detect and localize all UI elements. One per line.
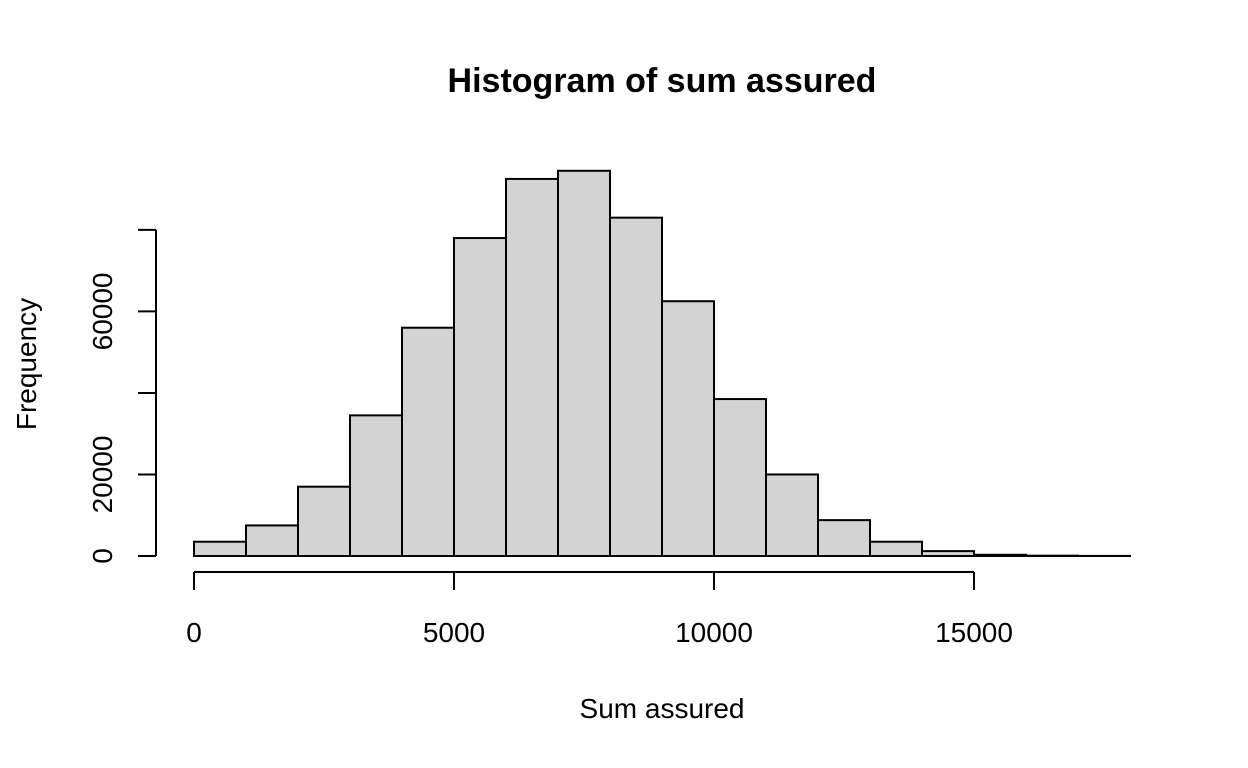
histogram-bar bbox=[973, 553, 1027, 558]
histogram-bar bbox=[869, 540, 923, 558]
histogram-bar bbox=[453, 237, 507, 557]
histogram-bar bbox=[193, 540, 247, 558]
x-tick-label: 10000 bbox=[675, 617, 753, 648]
histogram-bar bbox=[817, 519, 871, 558]
chart-title: Histogram of sum assured bbox=[448, 62, 877, 100]
x-tick-label: 15000 bbox=[935, 617, 1013, 648]
y-tick-label: 20000 bbox=[87, 436, 118, 514]
x-axis-label: Sum assured bbox=[580, 693, 745, 724]
histogram-bar bbox=[401, 326, 455, 557]
x-tick-label: 0 bbox=[186, 617, 202, 648]
histogram-bar bbox=[297, 485, 351, 557]
histogram-bar bbox=[713, 398, 767, 557]
y-axis-label: Frequency bbox=[11, 298, 42, 430]
histogram-bar bbox=[661, 300, 715, 557]
histogram-bar bbox=[349, 414, 403, 557]
histogram-bars bbox=[193, 169, 1131, 558]
histogram-bar bbox=[765, 473, 819, 557]
histogram-bar bbox=[609, 216, 663, 557]
histogram-bar bbox=[921, 550, 975, 558]
histogram-bar bbox=[245, 524, 299, 558]
histogram-bar bbox=[505, 177, 559, 557]
y-tick-label: 60000 bbox=[87, 272, 118, 350]
y-axis: 0 20000 60000 bbox=[87, 228, 157, 564]
x-tick-label: 5000 bbox=[423, 617, 485, 648]
y-tick-label: 0 bbox=[87, 548, 118, 564]
histogram-bar bbox=[557, 169, 611, 557]
x-axis: 0 5000 10000 15000 bbox=[186, 571, 1013, 648]
